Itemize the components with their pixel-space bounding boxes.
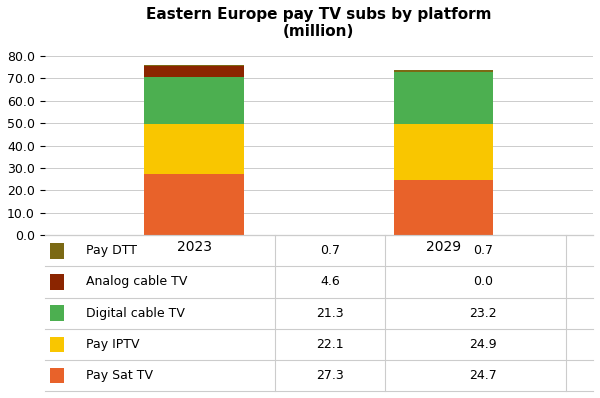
- Text: 0.0: 0.0: [473, 275, 493, 289]
- Text: 24.9: 24.9: [470, 338, 497, 351]
- Text: Pay IPTV: Pay IPTV: [86, 338, 139, 351]
- Bar: [145, 125, 244, 174]
- Bar: [394, 72, 493, 124]
- Title: Eastern Europe pay TV subs by platform
(million): Eastern Europe pay TV subs by platform (…: [146, 7, 491, 39]
- Text: 24.7: 24.7: [470, 369, 497, 382]
- FancyBboxPatch shape: [50, 305, 64, 321]
- Text: 0.7: 0.7: [320, 244, 340, 257]
- Text: 22.1: 22.1: [316, 338, 344, 351]
- Text: 4.6: 4.6: [320, 275, 340, 289]
- FancyBboxPatch shape: [50, 368, 64, 383]
- FancyBboxPatch shape: [50, 243, 64, 259]
- Text: Digital cable TV: Digital cable TV: [86, 306, 185, 320]
- Text: Analog cable TV: Analog cable TV: [86, 275, 187, 289]
- Text: 27.3: 27.3: [316, 369, 344, 382]
- Text: Pay Sat TV: Pay Sat TV: [86, 369, 153, 382]
- Bar: [394, 180, 493, 235]
- Text: 21.3: 21.3: [316, 306, 344, 320]
- Text: 0.7: 0.7: [473, 244, 493, 257]
- FancyBboxPatch shape: [50, 336, 64, 352]
- Bar: [145, 65, 244, 66]
- Text: Pay DTT: Pay DTT: [86, 244, 137, 257]
- Bar: [145, 174, 244, 235]
- Bar: [394, 124, 493, 180]
- FancyBboxPatch shape: [50, 274, 64, 290]
- Bar: [145, 66, 244, 77]
- Text: 23.2: 23.2: [470, 306, 497, 320]
- Bar: [394, 70, 493, 72]
- Bar: [145, 77, 244, 125]
